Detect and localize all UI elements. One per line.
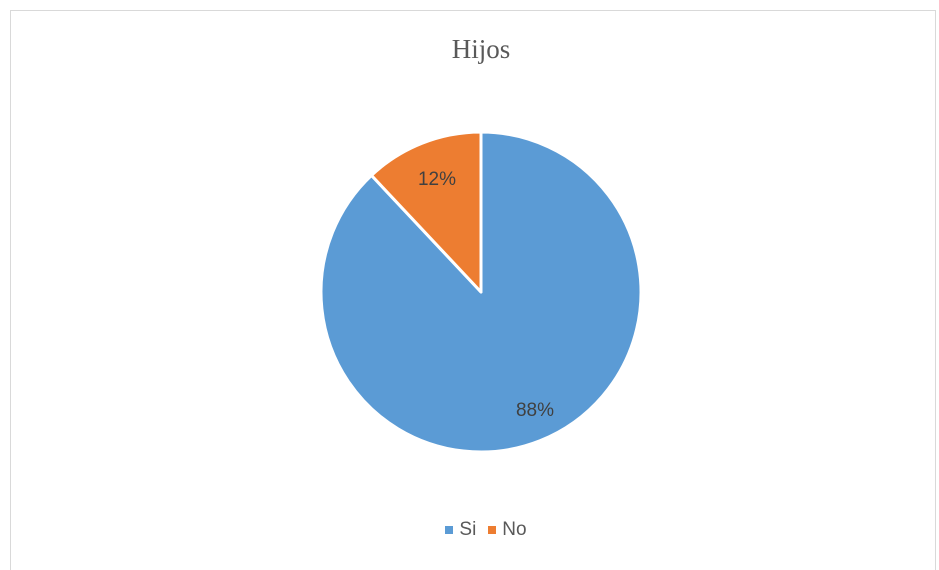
chart-title: Hijos [451, 34, 511, 64]
chart-frame [10, 10, 936, 570]
pie-slices [319, 130, 643, 454]
pie-data-labels: 88% 12% [418, 169, 554, 421]
legend-label-si: Si [459, 519, 477, 540]
legend-swatch-no [488, 526, 497, 534]
legend-swatch-si [445, 526, 454, 534]
data-label-si: 88% [516, 400, 554, 421]
legend-label-no: No [502, 519, 527, 540]
pie-slice-no [369, 130, 483, 294]
legend-item-no: No [488, 519, 527, 541]
legend-item-si: Si [445, 519, 476, 541]
data-label-no: 12% [418, 169, 456, 190]
legend: Si No [0, 519, 939, 541]
